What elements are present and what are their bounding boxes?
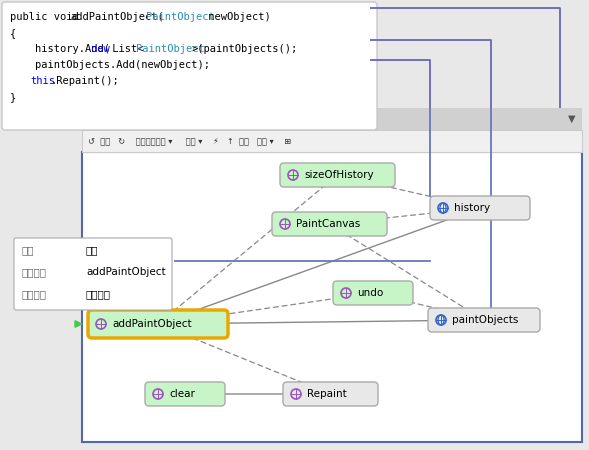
Text: addPaintObject: addPaintObject xyxy=(86,267,166,277)
Text: List<: List< xyxy=(106,44,144,54)
FancyBboxPatch shape xyxy=(2,2,377,130)
Text: new: new xyxy=(91,44,110,54)
Text: addPaintObject(: addPaintObject( xyxy=(71,12,164,22)
Text: 重新繪製: 重新繪製 xyxy=(86,289,111,299)
Text: PaintObject: PaintObject xyxy=(136,44,205,54)
Bar xyxy=(289,108,582,130)
Text: .Repaint();: .Repaint(); xyxy=(51,76,119,86)
Bar xyxy=(82,130,582,152)
Text: 呼叫: 呼叫 xyxy=(86,245,98,255)
Text: paintObjects: paintObjects xyxy=(452,315,518,325)
FancyBboxPatch shape xyxy=(145,382,225,406)
Text: ▼: ▼ xyxy=(568,114,576,124)
FancyBboxPatch shape xyxy=(88,310,228,338)
Text: sizeOfHistory: sizeOfHistory xyxy=(304,170,373,180)
Text: 來源節點: 來源節點 xyxy=(22,267,47,277)
FancyBboxPatch shape xyxy=(272,212,387,236)
Text: ⊣  ×: ⊣ × xyxy=(251,114,275,124)
FancyBboxPatch shape xyxy=(14,238,172,310)
Text: Repaint: Repaint xyxy=(307,389,347,399)
Text: clear: clear xyxy=(169,389,195,399)
FancyBboxPatch shape xyxy=(428,308,540,332)
FancyBboxPatch shape xyxy=(430,196,530,220)
Text: PaintCanvas: PaintCanvas xyxy=(296,219,360,229)
FancyBboxPatch shape xyxy=(280,163,395,187)
FancyBboxPatch shape xyxy=(283,382,378,406)
Text: paintObjects.Add(newObject);: paintObjects.Add(newObject); xyxy=(10,60,210,70)
Text: history: history xyxy=(454,203,490,213)
Text: undo: undo xyxy=(357,288,383,298)
Text: PaintObject: PaintObject xyxy=(146,12,215,22)
Text: this: this xyxy=(30,76,55,86)
Text: addPaintObject: addPaintObject xyxy=(112,319,191,329)
Text: {: { xyxy=(10,28,16,38)
Text: public void: public void xyxy=(10,12,85,22)
Text: 目標節點: 目標節點 xyxy=(22,289,47,299)
Text: newObject): newObject) xyxy=(202,12,271,22)
Text: 分類: 分類 xyxy=(22,245,35,255)
Text: CodeMap1.dgml*: CodeMap1.dgml* xyxy=(90,114,196,124)
FancyBboxPatch shape xyxy=(333,281,413,305)
Bar xyxy=(82,108,289,130)
Text: >(paintObjects();: >(paintObjects(); xyxy=(192,44,298,54)
Bar xyxy=(82,152,582,442)
Text: ↺  復原   ↻    顯示相關項目 ▾     配置 ▾    ⚡   ↑  註解   共用 ▾    ⊞: ↺ 復原 ↻ 顯示相關項目 ▾ 配置 ▾ ⚡ ↑ 註解 共用 ▾ ⊞ xyxy=(88,136,291,145)
Text: }: } xyxy=(10,92,16,102)
Text: history.Add(: history.Add( xyxy=(10,44,110,54)
